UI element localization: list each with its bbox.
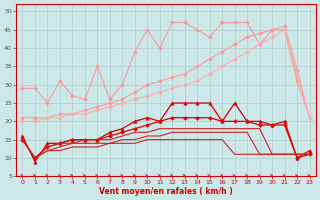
X-axis label: Vent moyen/en rafales ( km/h ): Vent moyen/en rafales ( km/h ) (99, 187, 233, 196)
